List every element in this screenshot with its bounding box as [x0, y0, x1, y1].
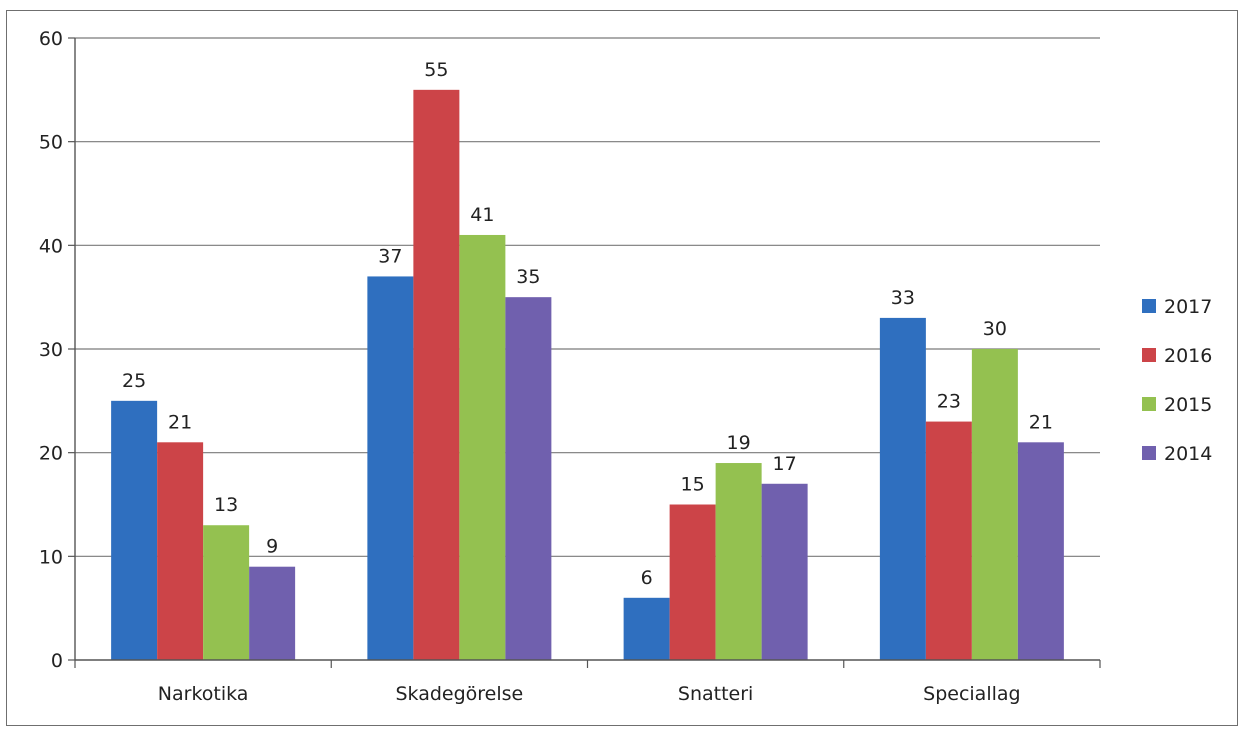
bar-2016-Narkotika [157, 442, 204, 660]
y-tick-label: 30 [39, 339, 63, 361]
legend-label: 2014 [1164, 443, 1212, 465]
data-label: 30 [983, 318, 1007, 340]
y-tick-label: 50 [39, 132, 63, 154]
y-tick-label: 0 [51, 650, 63, 672]
bar-2014-Skadegörelse [505, 297, 552, 660]
data-label: 35 [516, 266, 540, 288]
legend-swatch-2016 [1142, 348, 1156, 362]
bar-2015-Skadegörelse [459, 234, 506, 660]
bar-2014-Speciallag [1017, 442, 1064, 660]
bar-2017-Speciallag [879, 317, 926, 660]
data-label: 41 [470, 204, 494, 226]
x-category-label: Skadegörelse [395, 683, 523, 705]
bar-2014-Snatteri [761, 483, 808, 660]
y-tick-label: 10 [39, 546, 63, 568]
data-label: 9 [266, 536, 278, 558]
bar-2017-Snatteri [623, 597, 670, 660]
bar-2014-Narkotika [249, 566, 296, 660]
data-label: 13 [214, 494, 238, 516]
data-label: 6 [641, 567, 653, 589]
legend-swatch-2014 [1142, 446, 1156, 460]
data-label: 21 [1029, 411, 1053, 433]
bar-2016-Skadegörelse [413, 89, 460, 661]
data-label: 15 [681, 474, 705, 496]
x-category-label: Speciallag [923, 683, 1020, 705]
data-label: 17 [773, 453, 797, 475]
bar-2015-Speciallag [971, 349, 1018, 660]
y-tick-label: 60 [39, 28, 63, 50]
axes: 0 10 20 30 40 50 60 Narkotika Skadegörelse Snatte… [39, 28, 1101, 705]
y-tick-label: 20 [39, 443, 63, 465]
data-label: 55 [424, 59, 448, 81]
data-label: 21 [168, 411, 192, 433]
data-labels: 25 21 13 9 37 55 41 35 6 15 19 17 33 23 30 21 [122, 59, 1053, 589]
bar-2016-Snatteri [669, 504, 716, 660]
bar-2015-Snatteri [715, 463, 762, 660]
x-category-label: Narkotika [158, 683, 249, 705]
data-label: 19 [727, 432, 751, 454]
bar-2015-Narkotika [203, 525, 250, 660]
data-label: 25 [122, 370, 146, 392]
legend-label: 2016 [1164, 345, 1212, 367]
legend: 2017 2016 2015 2014 [1142, 296, 1212, 465]
bars [111, 89, 1064, 661]
legend-label: 2015 [1164, 394, 1212, 416]
data-label: 23 [937, 391, 961, 413]
legend-label: 2017 [1164, 296, 1212, 318]
legend-swatch-2015 [1142, 397, 1156, 411]
data-label: 37 [378, 245, 402, 267]
bar-2017-Skadegörelse [367, 276, 414, 660]
data-label: 33 [891, 287, 915, 309]
y-tick-label: 40 [39, 235, 63, 257]
bar-2016-Speciallag [925, 421, 972, 660]
x-category-label: Snatteri [678, 683, 753, 705]
bar-2017-Narkotika [111, 400, 158, 660]
legend-swatch-2017 [1142, 299, 1156, 313]
